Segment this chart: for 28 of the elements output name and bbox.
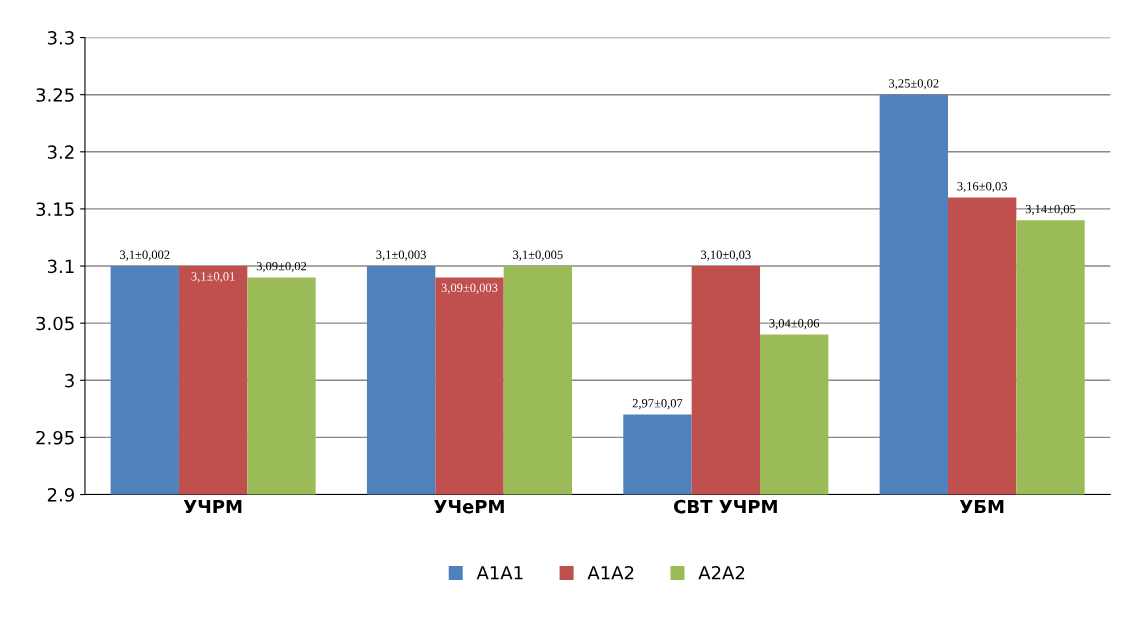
x-tick-label: СВТ УЧРМ [674, 499, 777, 514]
x-tick-label: УЧеРМ [434, 499, 504, 514]
legend-label: A1A2 [587, 565, 634, 580]
y-tick-label: 3 [65, 373, 74, 388]
legend-label: A2A2 [698, 565, 745, 580]
data-label: 3,1±0,01 [191, 272, 235, 283]
y-tick-label: 3.15 [36, 202, 74, 217]
x-tick-label: УБМ [959, 499, 1004, 514]
y-tick-label: 3.2 [47, 145, 74, 159]
y-tick-label: 3.1 [47, 259, 74, 274]
y-tick-label: 3.05 [36, 316, 74, 331]
y-tick-label: 3.3 [47, 31, 74, 45]
data-label: 3,1±0,003 [376, 250, 426, 261]
data-label: 3,25±0,02 [889, 79, 939, 90]
data-label: 3,10±0,03 [701, 250, 751, 261]
y-tick-label: 2.9 [47, 488, 74, 502]
data-label: 2,97±0,07 [632, 399, 683, 410]
data-label: 3,1±0,005 [513, 250, 563, 261]
data-label: 3,1±0,002 [120, 250, 170, 261]
data-label: 3,16±0,03 [957, 181, 1007, 193]
data-label: 3,14±0,05 [1025, 204, 1076, 216]
y-tick-label: 2.95 [36, 430, 74, 445]
data-label: 3,04±0,06 [769, 319, 820, 330]
data-label: 3,09±0,02 [256, 261, 307, 273]
data-label: 3,09±0,003 [441, 283, 498, 294]
y-tick-label: 3.25 [36, 88, 74, 102]
x-tick-label: УЧРМ [183, 499, 242, 514]
legend-label: A1A1 [476, 566, 523, 580]
